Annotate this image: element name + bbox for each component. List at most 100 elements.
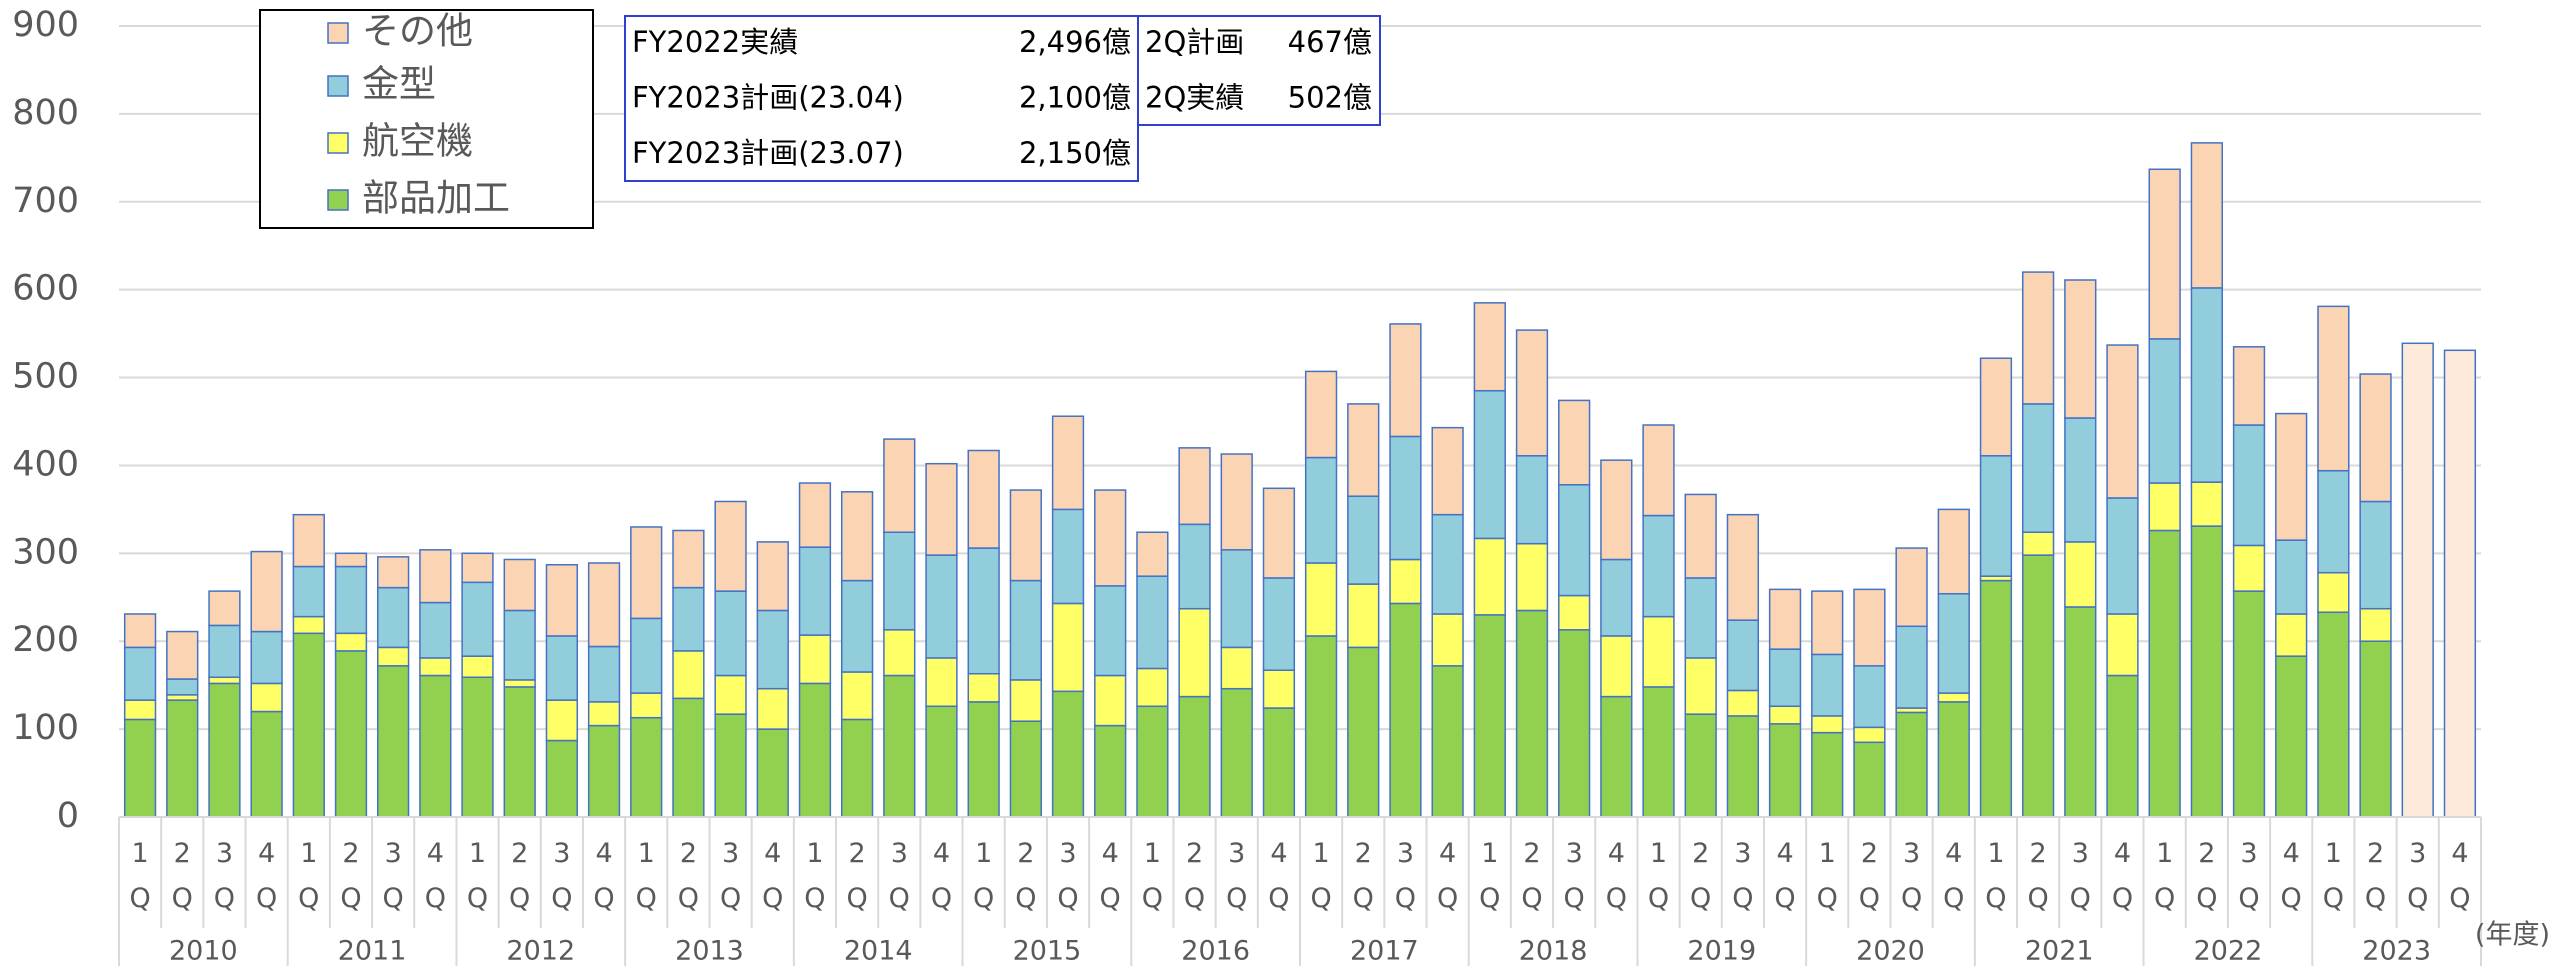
x-tick-label: 1Q xyxy=(631,838,662,928)
year-label: 2019 xyxy=(1687,936,1756,966)
x-tick-label: 2Q xyxy=(167,838,198,928)
bar-segment xyxy=(503,679,536,688)
annotation-value: 2,150億 xyxy=(1019,136,1131,170)
bar-segment xyxy=(1684,713,1717,818)
bar-segment xyxy=(630,716,663,818)
bar-segment xyxy=(756,609,789,690)
bar-segment xyxy=(292,615,325,635)
bar-segment xyxy=(1094,674,1127,727)
bar-segment xyxy=(672,586,705,652)
x-tick-label: 2Q xyxy=(504,838,535,928)
bar-segment xyxy=(798,546,832,636)
bar-segment xyxy=(1389,602,1422,818)
bar-segment xyxy=(1642,686,1675,818)
bar-segment xyxy=(334,552,368,568)
x-tick-label: 3Q xyxy=(378,838,409,928)
bar-segment xyxy=(1811,653,1844,717)
x-tick-label: 1Q xyxy=(799,838,830,928)
bar-segment xyxy=(1136,531,1169,577)
x-tick-label: 3Q xyxy=(1727,838,1758,928)
bar-segment xyxy=(587,562,621,648)
bar-segment xyxy=(1178,523,1211,610)
bar-segment xyxy=(840,491,874,582)
bar-segment xyxy=(1051,690,1085,818)
bar-segment xyxy=(2190,481,2223,527)
bar-segment xyxy=(1009,720,1042,818)
bar-segment xyxy=(672,697,705,818)
bar-segment xyxy=(883,629,916,677)
bar-segment xyxy=(250,630,283,685)
bar-segment xyxy=(1600,459,1633,561)
plan-bar xyxy=(2401,342,2434,818)
bar-segment xyxy=(1515,542,1549,612)
year-label: 2017 xyxy=(1350,936,1419,966)
bar-segment xyxy=(1811,590,1844,656)
bar-segment xyxy=(840,579,874,673)
bar-segment xyxy=(840,718,874,818)
annotation-box xyxy=(1137,15,1381,126)
bar-segment xyxy=(1094,724,1127,818)
x-tick-label: 1Q xyxy=(968,838,999,928)
bar-segment xyxy=(208,676,241,685)
y-tick-label: 800 xyxy=(12,93,79,133)
annotation-value: 502億 xyxy=(1288,81,1372,115)
bar-segment xyxy=(1262,577,1296,671)
annotation-label: 2Q計画 xyxy=(1145,25,1244,59)
year-label: 2015 xyxy=(1013,936,1082,966)
bar-segment xyxy=(756,728,789,818)
year-label: 2020 xyxy=(1856,936,1925,966)
bar-segment xyxy=(2106,613,2139,677)
bar-segment xyxy=(1558,594,1591,631)
bar-segment xyxy=(1178,447,1211,526)
x-tick-label: 2Q xyxy=(842,838,873,928)
bar-segment xyxy=(2064,279,2097,419)
x-tick-label: 3Q xyxy=(715,838,746,928)
bar-segment xyxy=(2275,539,2308,615)
bar-segment xyxy=(1220,453,1253,551)
x-tick-label: 4Q xyxy=(1095,838,1126,928)
bar-segment xyxy=(587,701,621,727)
annotation-value: 2,496億 xyxy=(1019,25,1131,59)
bar-segment xyxy=(967,701,1000,818)
bar-segment xyxy=(461,676,494,818)
bar-segment xyxy=(2106,674,2139,818)
bar-segment xyxy=(1558,629,1591,818)
y-tick-label: 600 xyxy=(12,269,79,309)
x-tick-label: 4Q xyxy=(757,838,788,928)
y-tick-label: 300 xyxy=(12,532,79,572)
y-tick-label: 900 xyxy=(12,5,79,45)
x-unit: (年度) xyxy=(2475,920,2550,951)
bar-segment xyxy=(503,558,536,612)
bar-segment xyxy=(1431,513,1464,615)
bar-segment xyxy=(1304,370,1338,459)
bar-segment xyxy=(419,601,452,659)
x-tick-label: 3Q xyxy=(1896,838,1927,928)
bar-segment xyxy=(883,531,916,631)
bar-segment xyxy=(630,526,663,620)
bar-segment xyxy=(1262,487,1296,579)
bar-segment xyxy=(756,687,789,730)
x-tick-label: 4Q xyxy=(589,838,620,928)
bar-segment xyxy=(2359,640,2392,818)
x-tick-label: 1Q xyxy=(1137,838,1168,928)
x-tick-label: 3Q xyxy=(1221,838,1252,928)
bar-segment xyxy=(250,710,283,818)
annotation-value: 2,100億 xyxy=(1019,81,1131,115)
y-tick-label: 0 xyxy=(57,796,79,836)
bar-segment xyxy=(2021,403,2055,533)
bar-segment xyxy=(1726,689,1760,717)
bar-segment xyxy=(2359,500,2392,610)
legend-label: 金型 xyxy=(362,63,436,106)
bar-segment xyxy=(1262,669,1296,709)
x-tick-label: 4Q xyxy=(1432,838,1463,928)
bar-segment xyxy=(1473,389,1506,540)
bar-segment xyxy=(1979,357,2013,457)
bar-segment xyxy=(2232,346,2266,426)
bar-segment xyxy=(1431,613,1464,667)
bar-segment xyxy=(1262,707,1296,818)
x-tick-label: 3Q xyxy=(546,838,577,928)
bar-segment xyxy=(1895,711,1928,818)
bar-segment xyxy=(925,554,958,659)
x-tick-label: 4Q xyxy=(1770,838,1801,928)
x-tick-label: 3Q xyxy=(2402,838,2433,928)
